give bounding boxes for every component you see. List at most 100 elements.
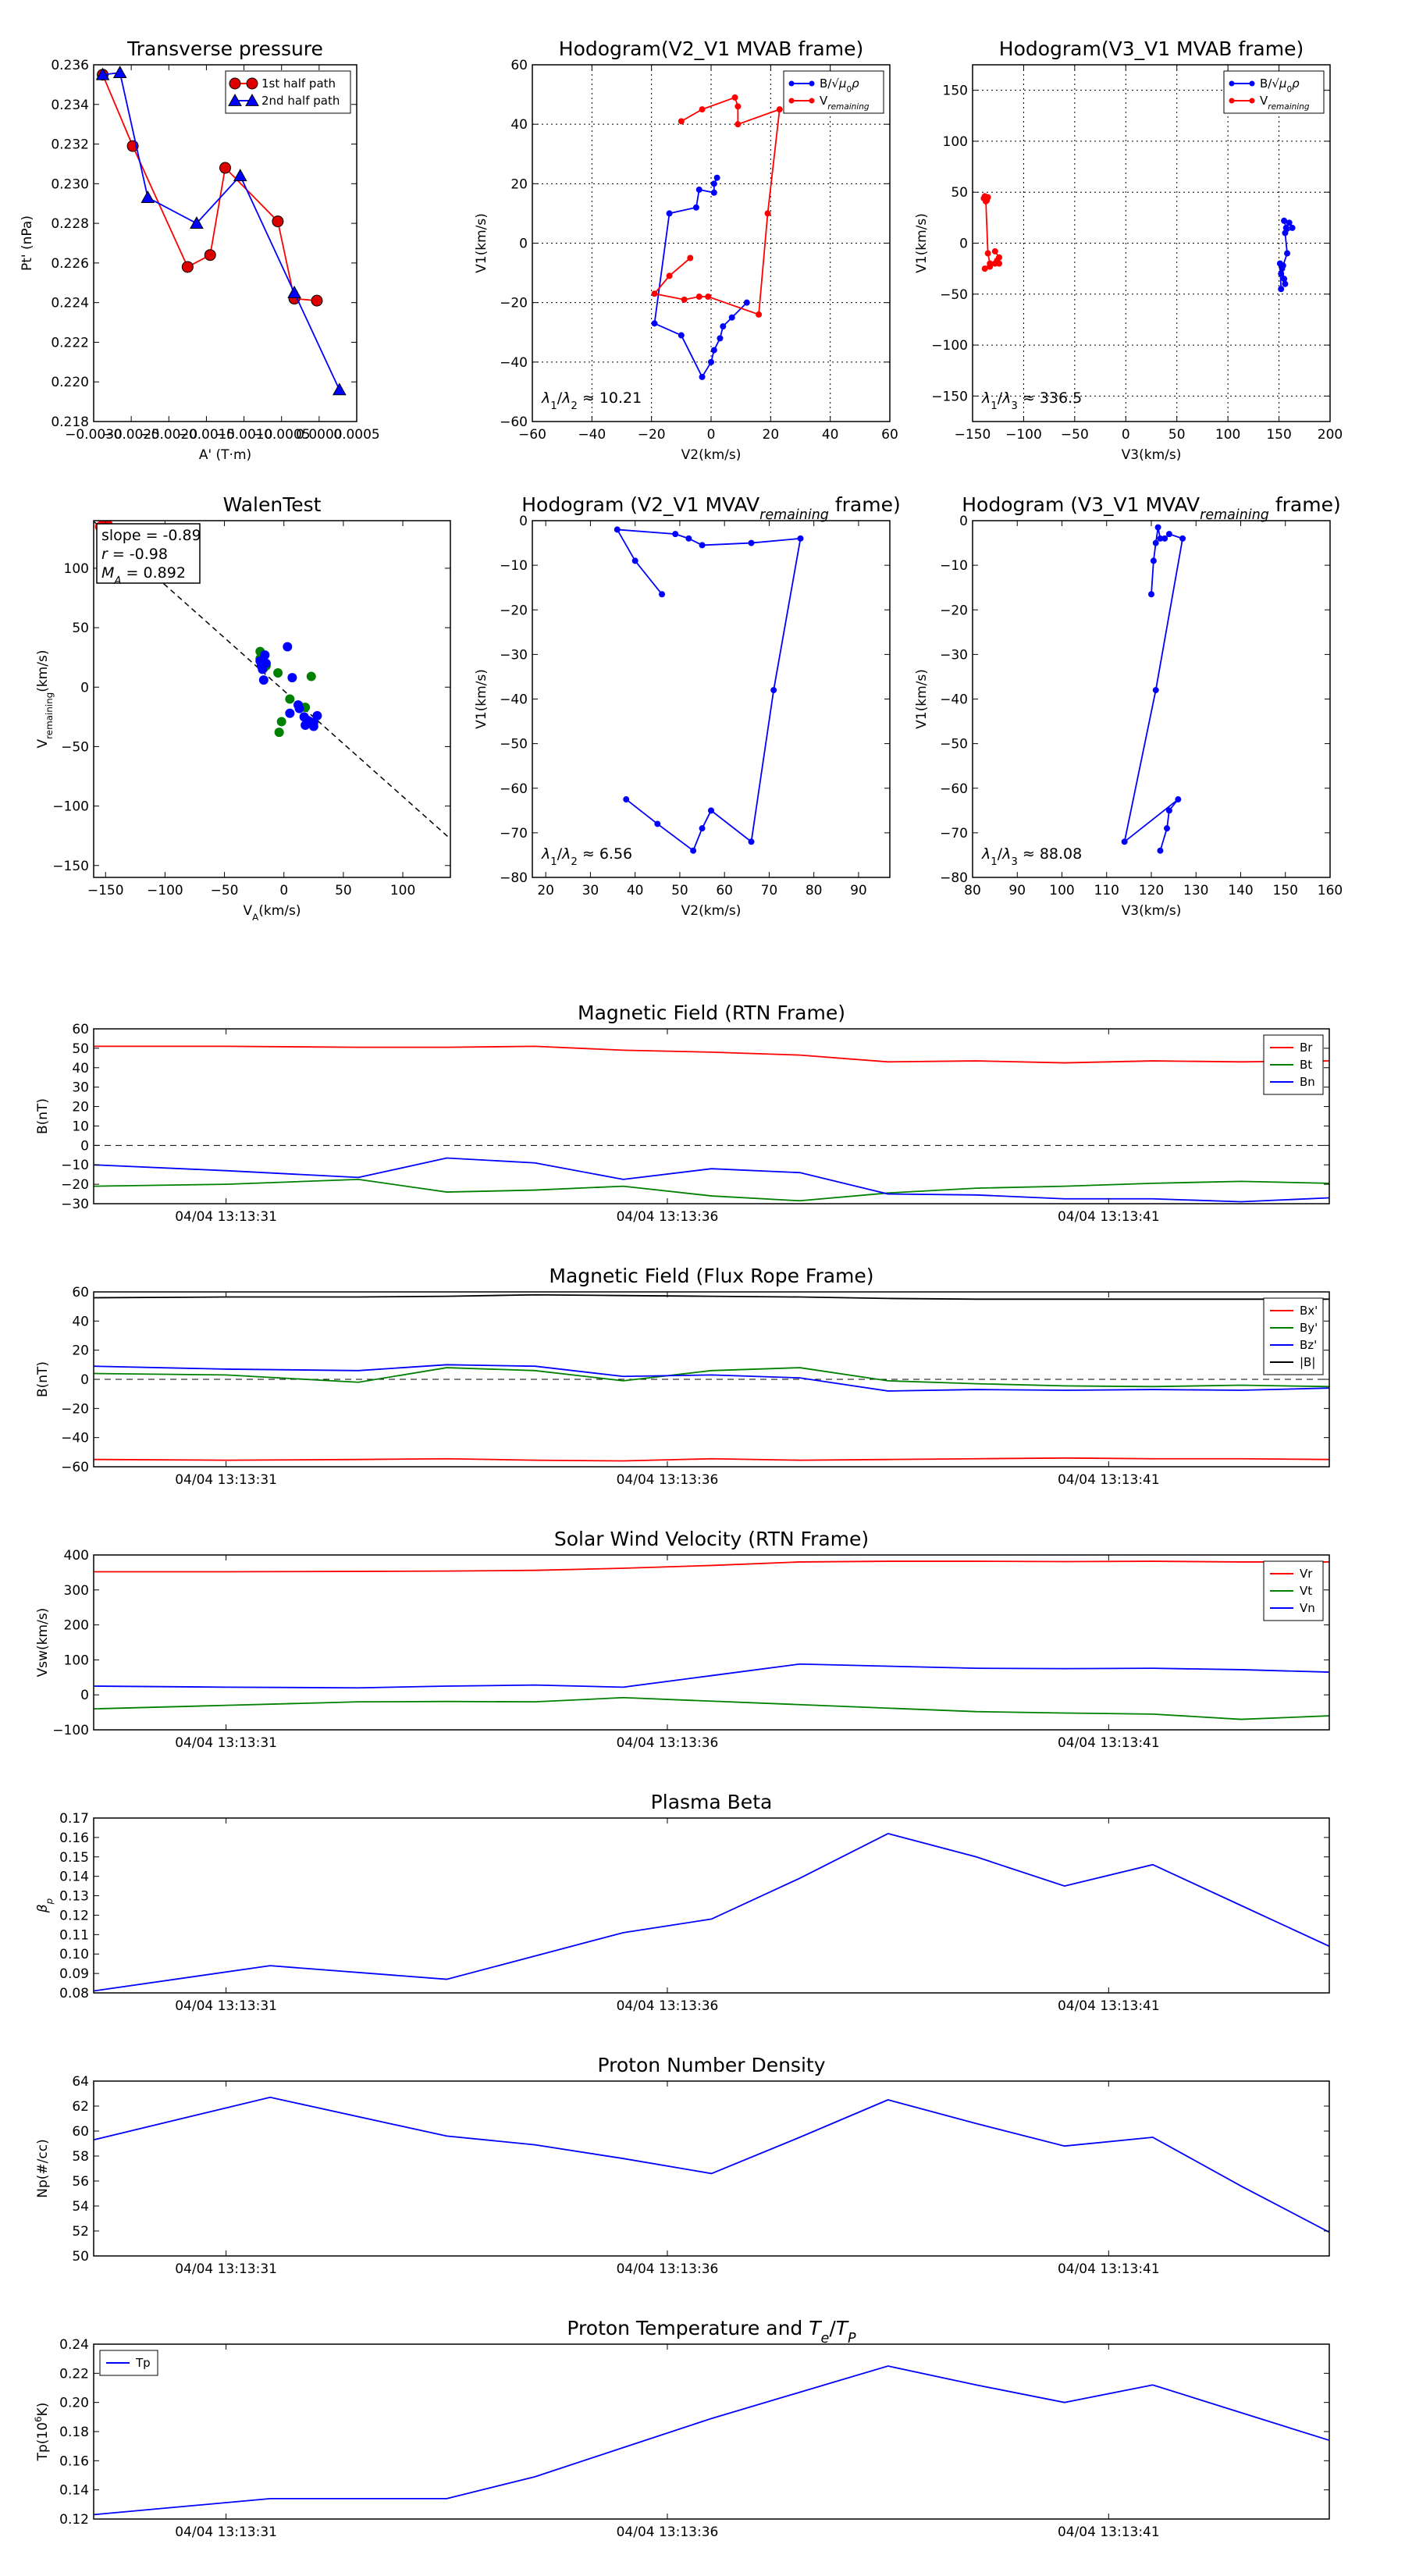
x-tick-label-0: −0.0030 [65,427,123,443]
x-tick-label-0: 20 [537,883,554,898]
series-bfr-0 [94,1457,1329,1462]
x-tick-label-7: 0.0005 [333,427,379,443]
stats-row-1: r = -0.98 [101,546,168,563]
x-tick-label-6: 140 [1228,883,1253,898]
chart-hodo4: 80 90 100 110 120 130 140 150 160 −80 −70 −60 −50 −40… [914,493,1343,919]
legend: Bx' By' Bz' |B| [1263,1297,1324,1375]
y-tick-label-2: 0.222 [51,335,89,350]
axes-frame [93,2080,1330,2257]
series-hodo1-1-point-9 [695,294,702,301]
y-tick-label-8: 0.16 [59,1831,89,1846]
legend-0-point-b [246,77,258,90]
series-bfr-1 [94,1367,1329,1388]
series-brtn-0-line [94,1045,1329,1064]
eigen-ratio-annotation: λ1/λ2 ≈ 6.56 [541,845,632,868]
x-tick-label-7: 200 [1318,427,1343,443]
series-hodo1-0 [651,174,750,380]
series-hodo4-0-point-0 [1148,591,1154,598]
x-tick-label-2: 04/04 13:13:41 [1058,1998,1160,2014]
y-tick-label-5: −30 [500,647,528,663]
series-hodo3-0 [614,526,804,854]
y-axis-label: B(nT) [35,1361,51,1397]
legend-label-3: |B| [1300,1355,1315,1369]
legend-label-2: Bz' [1300,1338,1317,1352]
legend-1-point-b [245,93,259,106]
series-hodo3-0-point-11 [699,825,706,832]
y-tick-label-6: 60 [72,1285,89,1300]
y-tick-label-6: 0.230 [51,176,89,192]
y-tick-label-5: 100 [64,561,89,577]
y-tick-label-0: −150 [931,389,968,404]
x-tick-label-5: 130 [1183,883,1208,898]
y-tick-label-4: 0.226 [51,256,89,272]
x-tick-label-0: 04/04 13:13:31 [175,1998,277,2014]
series-hodo2-1-point-5 [984,250,991,257]
legend-box [783,70,884,114]
chart-beta: 04/04 13:13:31 04/04 13:13:36 04/04 13:13:… [35,1791,1330,2014]
y-axis-label: Tp(106K) [33,2403,51,2462]
x-tick-label-3: 50 [671,883,688,898]
chart-title: Hodogram (V2_V1 MVAVremaining frame) [521,493,901,523]
series-walen-2-point-4 [283,642,293,652]
legend-marker-b-0 [809,80,815,87]
series-hodo1-1-point-4 [735,121,742,128]
x-tick-label-4: −0.0010 [215,427,273,443]
legend-label-0: B/√μ0ρ [820,76,859,94]
x-tick-label-1: −40 [578,427,606,443]
chart-pt: −0.0030−0.0025−0.0020−0.0015−0.0010−0.00… [20,37,380,463]
y-tick-label-8: 0 [519,514,528,529]
series-pt-1-point-1 [112,66,127,79]
x-tick-label-3: 0 [707,427,716,443]
series-walen-2-point-12 [312,710,322,720]
series-hodo2-1-point-8 [987,263,994,270]
legend-marker-1 [1229,98,1235,104]
legend-label-1: Bt [1300,1058,1312,1072]
series-vsw-2 [94,1663,1329,1689]
plot-area [94,2096,1329,2233]
series-bfr-0-line [94,1457,1329,1462]
series-walen-2-point-11 [308,721,318,731]
plot-area [94,1293,1329,1462]
y-tick-label-2: 0.10 [59,1947,89,1962]
series-hodo2-1-point-4 [983,197,990,205]
y-tick-label-9: 60 [72,1022,89,1037]
series-brtn-2 [94,1157,1329,1203]
series-hodo2-0-point-5 [1284,250,1291,257]
series-hodo1-1-point-11 [651,290,658,297]
y-tick-label-1: −100 [52,799,89,815]
x-tick-label-0: 04/04 13:13:31 [175,2524,277,2540]
y-tick-label-1: 0.220 [51,375,89,390]
y-tick-label-2: −50 [61,739,89,755]
y-tick-label-7: −10 [500,558,528,574]
y-tick-label-2: −20 [61,1401,89,1417]
x-tick-label-2: 04/04 13:13:41 [1058,1209,1160,1225]
plot-area [94,1560,1329,1720]
y-tick-label-2: −50 [940,287,968,303]
y-tick-label-1: −40 [61,1431,89,1446]
series-hodo1-1 [651,94,783,318]
chart-title: Magnetic Field (RTN Frame) [578,1002,845,1024]
y-tick-label-4: 50 [72,621,89,636]
series-hodo3-0-point-4 [685,535,692,542]
series-hodo2-1-point-13 [991,247,998,254]
y-tick-label-2: −10 [61,1158,89,1173]
x-axis-label: V3(km/s) [1122,903,1182,919]
x-tick-label-2: −50 [1061,427,1089,443]
series-hodo1-1-point-6 [764,210,771,217]
x-tick-label-2: 40 [627,883,644,898]
series-hodo2-0-point-3 [1289,224,1296,231]
x-tick-label-4: 20 [763,427,780,443]
y-axis-label: Vsw(km/s) [35,1608,51,1678]
y-tick-label-2: 54 [72,2199,89,2215]
y-tick-label-4: 20 [510,176,528,192]
legend-label-1: Vt [1300,1584,1312,1598]
series-hodo4-0-point-12 [1164,825,1171,832]
y-tick-label-4: 20 [72,1343,89,1359]
series-beta-0-line [94,1832,1329,1992]
series-hodo2-0-point-11 [1276,260,1283,267]
plot-area [94,1832,1329,1992]
y-tick-label-8: 0 [959,514,968,529]
series-hodo1-0-point-14 [743,299,750,306]
y-tick-label-2: −60 [500,781,528,797]
